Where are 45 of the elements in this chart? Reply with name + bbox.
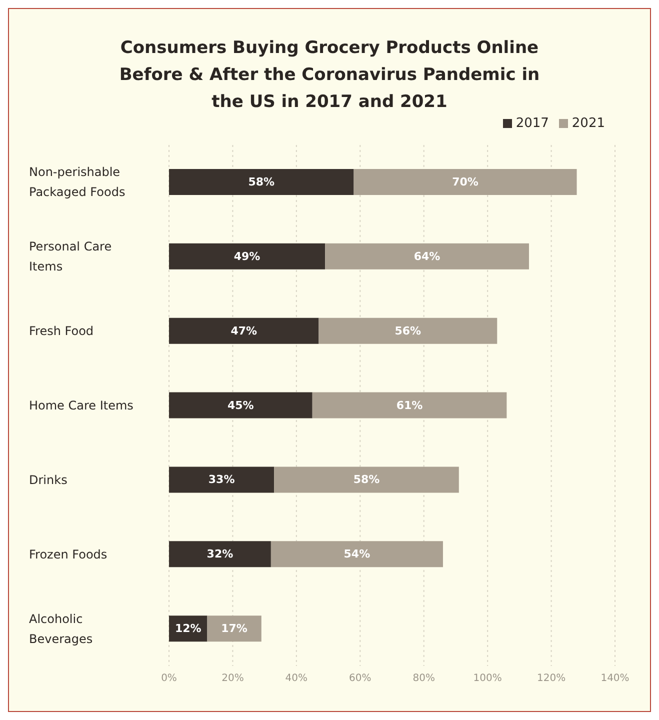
bar <box>169 541 271 568</box>
y-tick-label: Personal Care Items <box>29 240 112 274</box>
y-tick-label: Non-perishable Packaged Foods <box>29 165 126 200</box>
y-tick-label: Fresh Food <box>29 324 94 338</box>
bar <box>169 318 319 344</box>
chart-title: Consumers Buying Grocery Products Online Before & After the Coronavirus Pandemic in the US in 2017 and 2021 <box>118 37 541 114</box>
data-label: 54% <box>344 548 370 561</box>
legend-label: 2021 <box>572 116 605 131</box>
bar <box>207 616 262 642</box>
x-tick-label: 100% <box>473 673 502 684</box>
data-label: 64% <box>414 250 440 263</box>
data-label: 12% <box>174 622 202 636</box>
x-tick-label: 80% <box>412 673 435 684</box>
x-tick-label: 60% <box>349 673 372 684</box>
y-tick-label: Frozen Foods <box>29 547 108 562</box>
data-label: 47% <box>230 324 258 338</box>
bar <box>354 169 577 195</box>
data-label: 61% <box>396 398 423 412</box>
y-tick-label: Home Care Items <box>29 398 134 412</box>
bar <box>274 466 459 493</box>
data-label: 45% <box>228 398 254 412</box>
data-label: 70% <box>452 176 478 188</box>
data-label: 33% <box>208 473 235 486</box>
data-label: 17% <box>221 622 248 636</box>
data-label: 56% <box>394 324 422 338</box>
data-label: 58% <box>248 176 275 188</box>
data-label: 49% <box>234 250 260 263</box>
bar <box>169 243 326 270</box>
y-tick-label: Drinks <box>29 472 68 487</box>
bar <box>169 392 312 418</box>
y-tick-label: Alcoholic Beverages <box>29 612 93 646</box>
data-label: 32% <box>206 548 234 561</box>
bar <box>318 318 498 344</box>
data-label: 58% <box>353 473 380 486</box>
bar <box>169 466 274 493</box>
bar <box>312 392 507 418</box>
bar <box>270 541 443 568</box>
x-tick-label: 40% <box>285 673 308 684</box>
x-tick-label: 20% <box>222 673 244 684</box>
bar <box>169 169 354 195</box>
bar <box>325 243 529 270</box>
x-tick-label: 140% <box>600 673 630 684</box>
x-tick-label: 120% <box>536 673 566 684</box>
legend-label: 2017 <box>516 116 549 131</box>
x-tick-label: 0% <box>161 673 177 684</box>
